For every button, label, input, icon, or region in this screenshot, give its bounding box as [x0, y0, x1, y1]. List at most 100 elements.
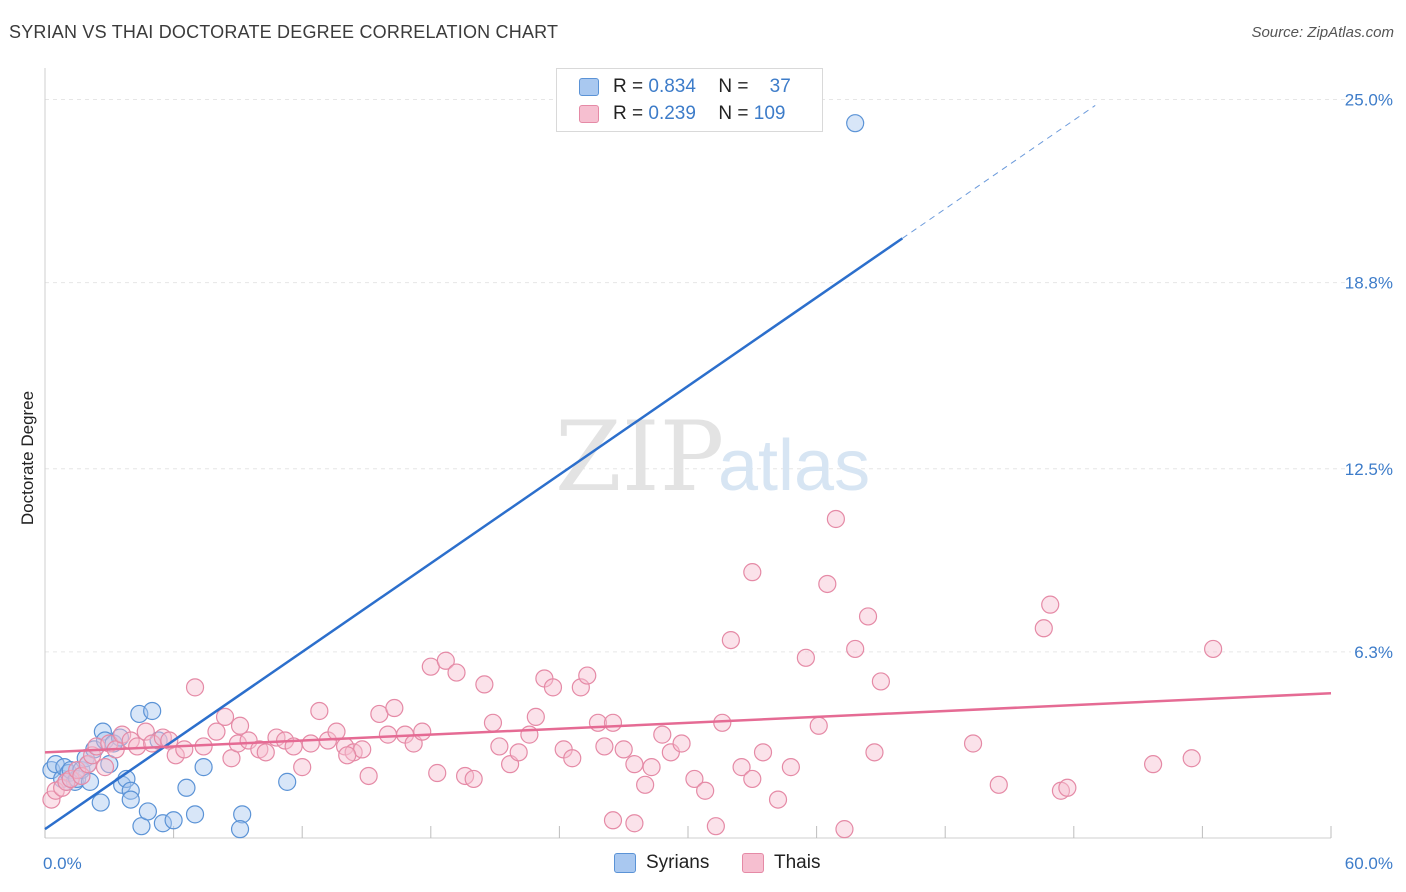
thai-point [653, 725, 672, 744]
x-tick-label: 0.0% [43, 854, 82, 873]
thai-point [509, 743, 528, 762]
thai-point [563, 749, 582, 768]
thai-point [796, 648, 815, 667]
thai-point [256, 743, 275, 762]
thai-point [603, 713, 623, 732]
syrian-point [233, 805, 252, 824]
thai-point [721, 630, 740, 650]
legend-r-label: R = [613, 76, 644, 97]
thai-point [1182, 749, 1201, 768]
thai-trend-line [44, 692, 1332, 754]
syrian-trend-extension [902, 105, 1096, 239]
thai-point [625, 814, 644, 833]
thai-point [78, 755, 97, 774]
thai-point [818, 574, 837, 594]
thai-point [483, 713, 503, 732]
thai-point [128, 737, 147, 756]
thai-point [436, 651, 455, 670]
thai-point [614, 740, 633, 759]
legend-swatch-syrians [579, 78, 599, 96]
thai-point [826, 509, 845, 529]
thai-point [809, 716, 828, 735]
thai-point [603, 811, 623, 830]
syrian-point [194, 758, 213, 777]
thai-point [753, 743, 773, 762]
thai-point [61, 769, 80, 789]
thai-point [685, 769, 704, 789]
thai-point [1144, 755, 1163, 774]
syrian-point [278, 772, 297, 791]
thai-point [713, 713, 732, 732]
thai-point [378, 725, 398, 744]
legend: R = 0.834 N = 37 R = 0.239 N = 109 [556, 68, 823, 132]
series-swatch-thais [742, 853, 764, 873]
series-label-syrians: Syrians [646, 852, 710, 873]
gridlines [45, 99, 1351, 653]
thai-point [865, 743, 884, 762]
source-label: Source: ZipAtlas.com [1251, 24, 1394, 41]
legend-swatch-thais [579, 105, 599, 123]
watermark-zip: ZIP [555, 401, 724, 513]
thai-point [743, 769, 762, 789]
legend-n-value: 109 [753, 103, 786, 124]
thai-point [636, 775, 655, 794]
legend-row-syrians: R = 0.834 N = 37 [579, 75, 791, 99]
series-legend-thais: Thais [742, 852, 820, 874]
legend-row-thais: R = 0.239 N = 109 [579, 102, 785, 126]
thai-point [543, 678, 563, 697]
thai-point [72, 766, 91, 786]
thai-point [846, 639, 865, 659]
thai-point [490, 737, 509, 756]
syrian-point [91, 793, 110, 812]
thai-point [175, 740, 194, 759]
syrian-point [846, 114, 865, 133]
thai-point [1204, 639, 1223, 659]
thai-point [642, 758, 661, 777]
y-tick-label: 25.0% [1345, 91, 1393, 110]
thai-point [578, 666, 597, 685]
thai-point [185, 678, 205, 697]
thai-point [301, 734, 320, 753]
syrian-point [230, 820, 250, 839]
thai-point [385, 698, 404, 718]
series-legend: Syrians Thais [0, 852, 1406, 878]
watermark: ZIP atlas [555, 401, 870, 513]
thai-point [768, 790, 788, 809]
thai-point [1041, 595, 1060, 614]
thai-point [207, 722, 226, 741]
thai-point [526, 707, 545, 726]
syrian-point [121, 790, 140, 809]
thai-point [835, 820, 854, 839]
syrian-point [185, 805, 205, 824]
thai-point [338, 746, 357, 765]
thai-point [136, 722, 155, 741]
legend-r-label: R = [613, 103, 644, 124]
legend-n-label: N = [718, 103, 749, 124]
series-legend-syrians: Syrians [614, 852, 709, 874]
y-axis-label: Doctorate Degree [18, 391, 37, 525]
syrian-point [143, 701, 162, 721]
thai-point [989, 775, 1008, 794]
legend-n-value: 37 [769, 76, 791, 97]
thai-point [571, 678, 590, 697]
y-tick-label: 18.8% [1345, 274, 1393, 293]
thai-point [858, 607, 878, 626]
legend-r-value: 0.834 [648, 76, 696, 97]
thai-point [95, 758, 115, 777]
syrian-trend-line [44, 237, 904, 831]
syrian-point [153, 814, 172, 833]
watermark-atlas: atlas [718, 426, 870, 506]
x-tick-label: 60.0% [1345, 854, 1393, 873]
thai-point [595, 737, 614, 756]
series-swatch-syrians [614, 853, 636, 873]
thai-point [732, 758, 751, 777]
y-tick-label: 12.5% [1345, 460, 1393, 479]
thai-point [781, 758, 800, 777]
thai-point [672, 734, 691, 753]
tick-labels: 6.3% 12.5% 18.8% 25.0% 0.0% 60.0% [43, 91, 1393, 873]
series-label-thais: Thais [774, 852, 821, 873]
syrian-point [110, 728, 130, 747]
thai-point [706, 817, 725, 836]
thai-point [871, 672, 891, 691]
